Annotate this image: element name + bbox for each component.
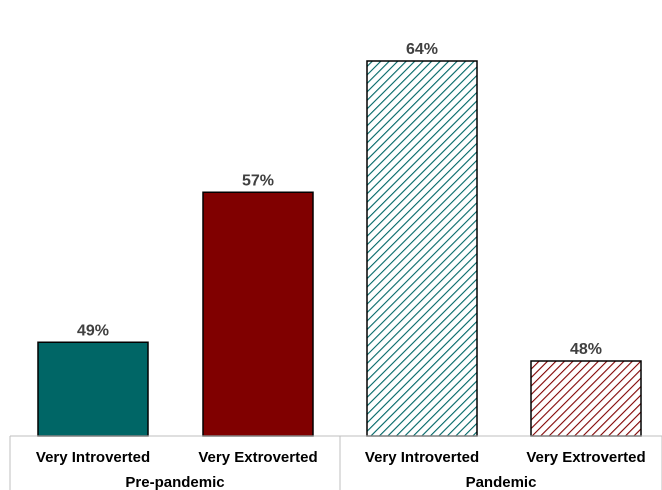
bars-layer: 49% 57% 64% 48% [37, 41, 642, 437]
category-axis: Very Introverted Very Extroverted Very Int… [9, 435, 662, 490]
tick-label-pandemic-very-extroverted: Very Extroverted [526, 449, 645, 466]
group-label-pre-pandemic: Pre-pandemic [125, 474, 224, 490]
tick-label-pre-pandemic-very-extroverted: Very Extroverted [198, 449, 317, 466]
bar-pandemic-very-introverted [366, 60, 478, 437]
bar-pre-pandemic-very-extroverted [202, 191, 314, 437]
data-label-pre-pandemic-very-extroverted: 57% [242, 172, 274, 189]
group-label-pandemic: Pandemic [466, 474, 537, 490]
data-label-pandemic-very-introverted: 64% [406, 41, 438, 58]
tick-label-pandemic-very-introverted: Very Introverted [365, 449, 479, 466]
data-label-pandemic-very-extroverted: 48% [570, 341, 602, 358]
bar-pandemic-very-extroverted [530, 360, 642, 437]
bar-pre-pandemic-very-introverted [37, 341, 149, 437]
tick-label-pre-pandemic-very-introverted: Very Introverted [36, 449, 150, 466]
data-label-pre-pandemic-very-introverted: 49% [77, 322, 109, 339]
